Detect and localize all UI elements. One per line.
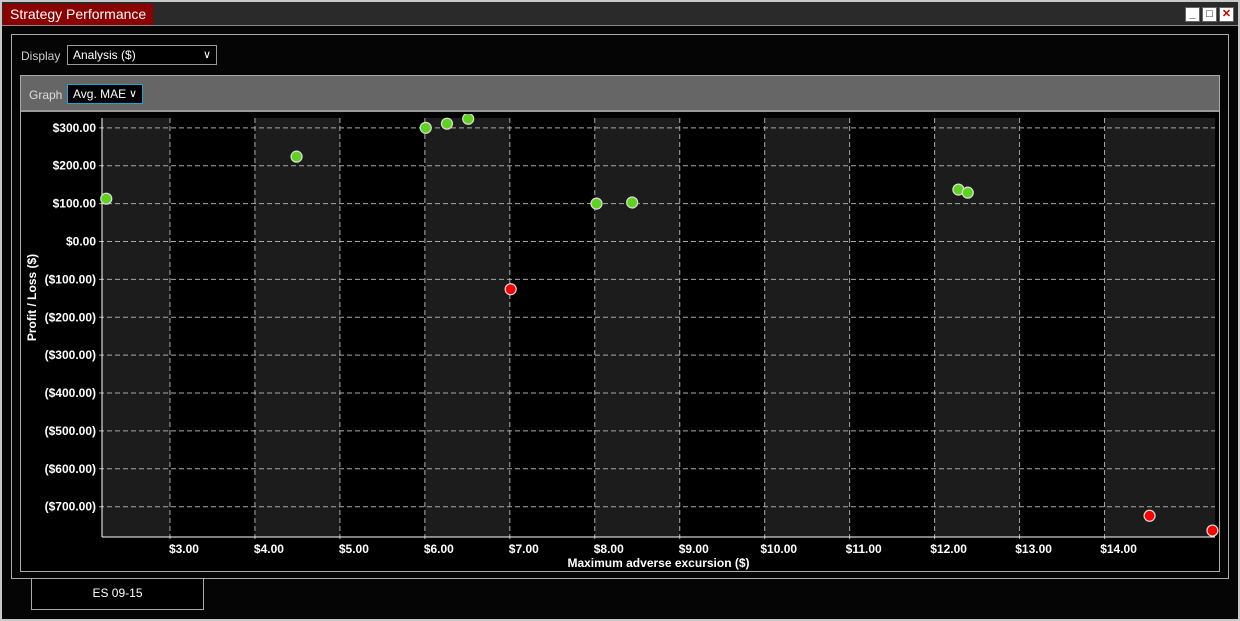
display-value: Analysis ($) — [73, 48, 136, 62]
band — [594, 118, 680, 537]
x-tick-label: $10.00 — [760, 542, 797, 556]
x-tick-label: $5.00 — [339, 542, 369, 556]
graph-label: Graph — [29, 88, 63, 102]
tab-es-09-15[interactable]: ES 09-15 — [31, 579, 204, 610]
data-point — [626, 196, 639, 209]
title-bar[interactable]: Strategy Performance _ □ ✕ — [2, 2, 1238, 26]
x-tick-label: $11.00 — [846, 542, 882, 556]
data-point — [440, 117, 454, 130]
data-point — [590, 197, 603, 210]
display-select[interactable]: Analysis ($) ∨ — [67, 45, 217, 65]
graph-value: Avg. MAE — [73, 87, 127, 101]
analysis-panel: Display Analysis ($) ∨ Graph Avg. MAE ∨ $3… — [11, 34, 1229, 579]
graph-select[interactable]: Avg. MAE ∨ — [67, 84, 143, 104]
y-tick-label: ($600.00) — [45, 462, 96, 476]
x-tick-label: $12.00 — [930, 542, 967, 556]
band — [254, 118, 340, 537]
x-tick-label: $14.00 — [1100, 542, 1137, 556]
data-point — [1206, 524, 1219, 537]
y-tick-label: ($100.00) — [45, 272, 96, 286]
y-tick-label: $200.00 — [53, 159, 97, 173]
maximize-button[interactable]: □ — [1202, 7, 1217, 22]
band — [102, 118, 170, 537]
y-tick-label: ($500.00) — [45, 424, 96, 438]
data-point — [100, 192, 113, 205]
graph-toolbar: Graph Avg. MAE ∨ — [21, 76, 1219, 112]
scatter-chart: $3.00 $4.00 $5.00 $6.00 $7.00 $8.00 $9.00 $10.0… — [25, 114, 1219, 570]
data-point — [290, 150, 303, 163]
y-tick-label: $300.00 — [53, 121, 97, 135]
x-tick-label: $7.00 — [509, 542, 539, 556]
y-tick-label: ($400.00) — [45, 386, 96, 400]
x-tick-label: $8.00 — [594, 542, 624, 556]
data-point — [961, 186, 974, 199]
chevron-down-icon: ∨ — [202, 49, 211, 61]
y-tick-label: ($200.00) — [45, 310, 96, 324]
x-tick-label: $3.00 — [169, 542, 199, 556]
close-button[interactable]: ✕ — [1219, 7, 1234, 22]
band — [934, 118, 1020, 537]
data-point — [504, 283, 517, 296]
y-axis-label: Profit / Loss ($) — [25, 254, 39, 341]
band — [764, 118, 850, 537]
y-tick-label: ($300.00) — [45, 348, 96, 362]
display-label: Display — [21, 49, 61, 63]
chevron-down-icon: ∨ — [128, 88, 137, 100]
x-tick-label: $13.00 — [1015, 542, 1052, 556]
window-title: Strategy Performance — [3, 4, 154, 25]
minimize-button[interactable]: _ — [1185, 7, 1200, 22]
data-point — [1143, 509, 1156, 522]
x-tick-label: $9.00 — [679, 542, 709, 556]
y-tick-label: $0.00 — [66, 235, 96, 249]
data-point — [419, 121, 432, 134]
band — [1104, 118, 1215, 537]
y-tick-label: $100.00 — [53, 197, 97, 211]
x-tick-label: $6.00 — [424, 542, 454, 556]
x-axis-label: Maximum adverse excursion ($) — [567, 556, 749, 570]
x-tick-label: $4.00 — [254, 542, 284, 556]
y-tick-label: ($700.00) — [45, 500, 96, 514]
graph-container: Graph Avg. MAE ∨ $3.00 $4.00 $5.00 $6.00 $7.0… — [20, 75, 1220, 572]
data-point — [462, 114, 475, 125]
band — [424, 118, 510, 537]
